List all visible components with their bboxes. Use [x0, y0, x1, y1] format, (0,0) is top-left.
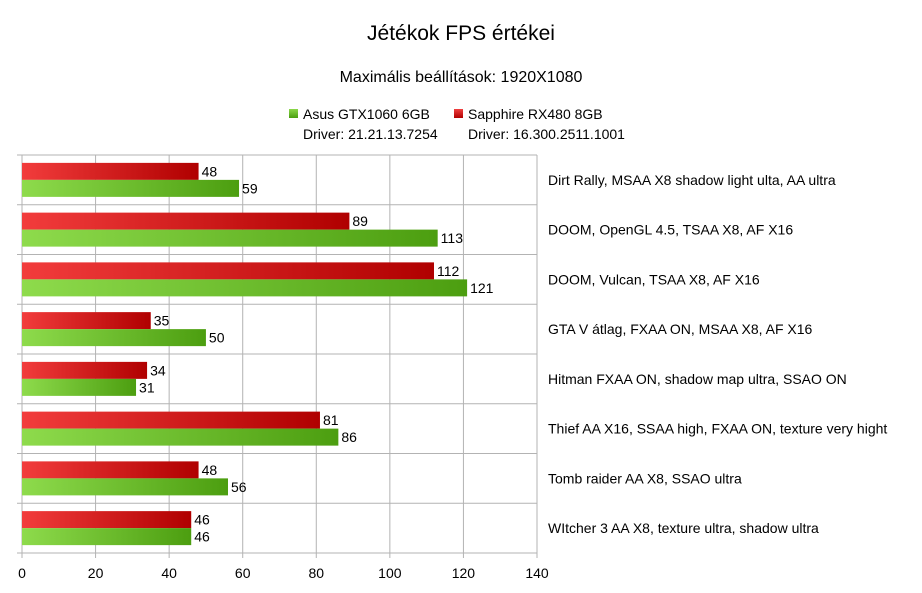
chart-title: Jétékok FPS értékei	[367, 22, 555, 45]
bar-sapphire	[22, 212, 350, 230]
data-label-sapphire: 48	[202, 462, 218, 478]
data-label-asus: 46	[194, 529, 210, 545]
legend-label-sapphire: Sapphire RX480 8GB Driver: 16.300.2511.1…	[468, 104, 625, 144]
category-label: Thief AA X16, SSAA high, FXAA ON, textur…	[548, 421, 887, 437]
legend-swatch-asus	[289, 109, 298, 118]
bar-asus	[22, 478, 228, 496]
category-label: Dirt Rally, MSAA X8 shadow light ulta, A…	[548, 172, 836, 188]
bar-asus	[22, 279, 468, 297]
bar-asus	[22, 378, 137, 396]
bar-asus	[22, 528, 192, 546]
bar-sapphire	[22, 411, 320, 429]
legend-series-name-sapphire: Sapphire RX480 8GB	[468, 106, 603, 122]
data-label-sapphire: 46	[194, 512, 210, 528]
data-label-asus: 86	[341, 429, 357, 445]
data-label-asus: 59	[242, 180, 258, 196]
data-label-sapphire: 34	[150, 362, 166, 378]
x-tick-label: 120	[452, 565, 476, 581]
data-label-asus: 56	[231, 479, 247, 495]
data-label-asus: 50	[209, 330, 225, 346]
data-label-sapphire: 112	[437, 263, 460, 279]
legend-swatch-sapphire	[454, 109, 463, 118]
data-label-asus: 31	[139, 379, 155, 395]
x-tick-label: 40	[161, 565, 177, 581]
bar-asus	[22, 229, 438, 247]
data-label-asus: 121	[470, 280, 494, 296]
bar-asus	[22, 179, 240, 197]
legend-label-asus: Asus GTX1060 6GB Driver: 21.21.13.7254	[303, 104, 438, 144]
category-label: WItcher 3 AA X8, texture ultra, shadow u…	[548, 520, 819, 536]
category-label: Hitman FXAA ON, shadow map ultra, SSAO O…	[548, 371, 847, 387]
data-label-asus: 113	[441, 230, 464, 246]
x-tick-label: 80	[308, 565, 324, 581]
bar-sapphire	[22, 312, 151, 330]
legend-series-name-asus: Asus GTX1060 6GB	[303, 106, 430, 122]
x-tick-label: 140	[525, 565, 549, 581]
chart-subtitle: Maximális beállítások: 1920X1080	[339, 69, 583, 86]
bar-sapphire	[22, 511, 192, 529]
x-tick-label: 20	[88, 565, 104, 581]
bar-asus	[22, 428, 339, 446]
x-tick-label: 0	[18, 565, 26, 581]
category-label: DOOM, OpenGL 4.5, TSAA X8, AF X16	[548, 222, 793, 238]
bar-asus	[22, 329, 206, 347]
x-tick-label: 60	[235, 565, 251, 581]
data-label-sapphire: 89	[352, 213, 368, 229]
data-label-sapphire: 81	[323, 412, 339, 428]
legend-series-driver-asus: Driver: 21.21.13.7254	[303, 126, 438, 142]
bar-sapphire	[22, 361, 148, 379]
bar-sapphire	[22, 262, 434, 280]
category-label: Tomb raider AA X8, SSAO ultra	[548, 470, 742, 486]
data-label-sapphire: 48	[202, 163, 218, 179]
legend-series-driver-sapphire: Driver: 16.300.2511.1001	[468, 126, 625, 142]
x-tick-label: 100	[378, 565, 402, 581]
bar-sapphire	[22, 461, 199, 479]
category-label: DOOM, Vulcan, TSAA X8, AF X16	[548, 271, 760, 287]
category-label: GTA V átlag, FXAA ON, MSAA X8, AF X16	[548, 321, 813, 337]
bar-sapphire	[22, 162, 199, 180]
data-label-sapphire: 35	[154, 313, 170, 329]
